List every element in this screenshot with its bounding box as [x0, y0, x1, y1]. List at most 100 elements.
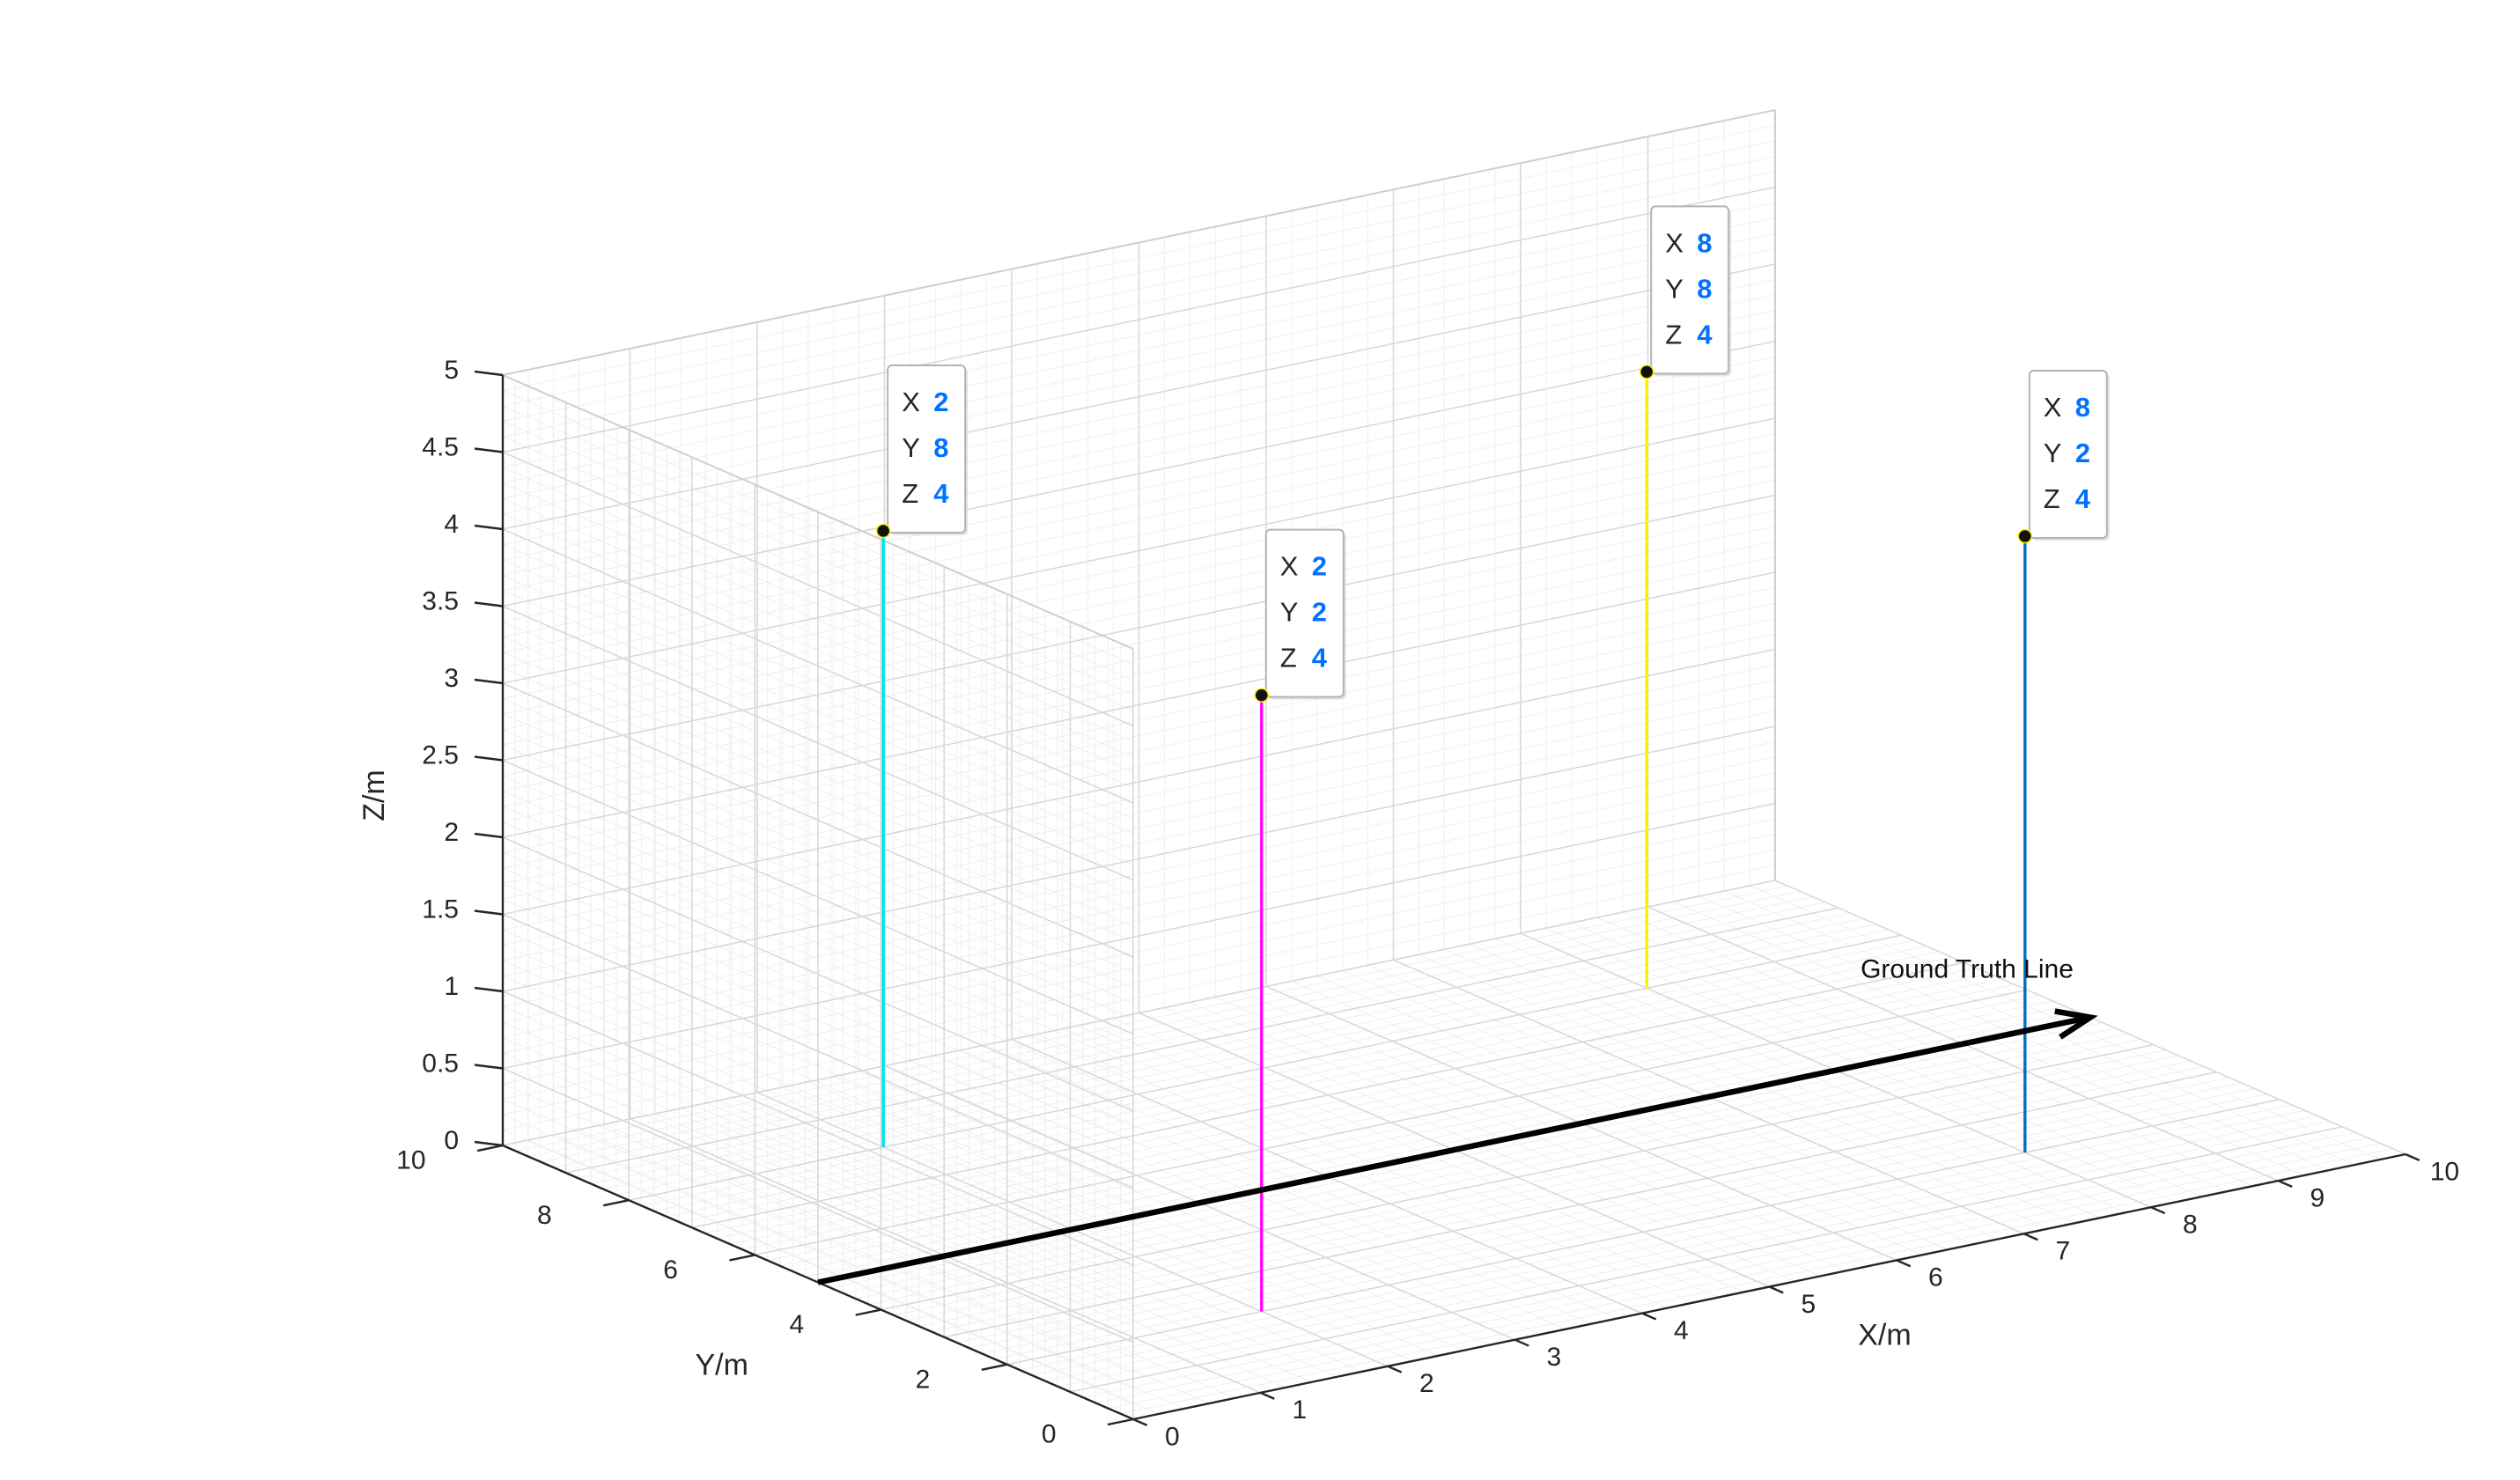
z-tick-label: 0.5: [422, 1049, 459, 1079]
datatip-box: [1264, 528, 1345, 698]
datatip-box: [887, 364, 967, 534]
datatip-2: X 2Y 2Z 4: [1254, 528, 1346, 703]
datatip-key: Y: [902, 432, 920, 463]
backwall-grid-z-major: [502, 417, 1776, 684]
datatip-value: 8: [2075, 392, 2090, 423]
x-tick-mark: [1641, 1312, 1657, 1321]
ground-truth-label: Ground Truth Line: [1861, 955, 2074, 984]
z-tick-mark: [474, 678, 504, 685]
x-tick-label: 9: [2310, 1183, 2325, 1212]
datatip-box: [1650, 205, 1730, 375]
y-tick-mark: [1107, 1417, 1134, 1426]
backwall-grid-z-major: [502, 725, 1776, 992]
z-tick-label: 2.5: [422, 741, 459, 770]
sidewall-grid-z-major: [502, 836, 1134, 1112]
x-tick-label: 3: [1547, 1343, 1562, 1372]
z-tick-label: 0: [444, 1126, 459, 1155]
datatip-marker: [1639, 364, 1654, 379]
x-tick-mark: [2278, 1179, 2293, 1189]
datatip-key: Z: [1280, 643, 1297, 674]
datatip-key: X: [1280, 551, 1299, 582]
z-tick-label: 4: [444, 510, 459, 539]
y-tick-label: 2: [916, 1365, 931, 1394]
x-tick-label: 6: [1928, 1263, 1943, 1292]
x-tick-label: 2: [1419, 1369, 1434, 1398]
backwall-grid-z-major: [502, 648, 1776, 916]
sidewall-grid-z-major: [502, 990, 1134, 1266]
sidewall-grid-z-major: [502, 1067, 1134, 1344]
y-tick-label: 10: [396, 1146, 425, 1175]
z-tick-label: 1.5: [422, 895, 459, 924]
datatip-key: Y: [2044, 438, 2062, 468]
backwall-grid-z-major: [502, 340, 1776, 607]
datatip-value: 2: [1312, 597, 1327, 628]
z-tick-label: 3.5: [422, 587, 459, 616]
x-tick-mark: [2023, 1233, 2038, 1241]
z-tick-label: 5: [444, 356, 459, 385]
y-tick-label: 4: [789, 1310, 804, 1339]
datatip-marker: [875, 523, 891, 539]
arrow-head: [2054, 1008, 2098, 1040]
datatip-key: Z: [902, 478, 918, 509]
sidewall-grid-z-major: [502, 759, 1134, 1035]
floor-grid-y-major: [1006, 1099, 2280, 1366]
sidewall-grid-z-major: [502, 528, 1134, 804]
backwall-grid-z-major: [502, 802, 1776, 1070]
z-tick-mark: [474, 1064, 504, 1070]
datatip-3: X 8Y 8Z 4: [1639, 205, 1732, 379]
datatip-value: 2: [1312, 551, 1327, 582]
floor-grid-y-major: [691, 961, 1964, 1229]
arrow-shaft: [817, 1015, 2088, 1285]
x-tick-mark: [1387, 1365, 1403, 1373]
datatip-marker: [1254, 688, 1270, 703]
datatip-value: 8: [1697, 273, 1712, 304]
ground-truth-arrow: Ground Truth Line: [817, 955, 2098, 1285]
backwall-grid-z-major: [502, 186, 1776, 453]
y-tick-mark: [603, 1199, 630, 1207]
datatip-box: [2028, 370, 2108, 539]
y-tick-mark: [855, 1308, 881, 1316]
y-axis-label: Y/m: [695, 1349, 748, 1382]
x-tick-label: 0: [1165, 1422, 1180, 1451]
x-tick-label: 5: [1802, 1290, 1816, 1319]
backwall-grid-z-major: [502, 263, 1776, 530]
datatip-4: X 8Y 2Z 4: [2017, 370, 2110, 544]
x-tick-label: 7: [2056, 1237, 2071, 1266]
z-tick-mark: [474, 755, 504, 762]
x-tick-mark: [2405, 1152, 2421, 1161]
y-tick-mark: [729, 1254, 755, 1262]
datatip-value: 8: [933, 432, 948, 463]
axes-layer: 0 1 2 3 4 5 6 7 8 9 10 0 2 4 6 8 10 0 0.5 1 1.5 2 2.5 3 3.5 4 4.5 5…: [357, 356, 2459, 1451]
x-tick-mark: [1769, 1285, 1784, 1294]
datatips-layer: X 2Y 8Z 4X 2Y 2Z 4X 8Y 8Z 4X 8Y 2Z 4: [875, 205, 2110, 703]
datatip-value: 4: [1312, 643, 1328, 674]
z-tick-mark: [474, 1140, 504, 1147]
z-tick-label: 4.5: [422, 433, 459, 462]
datatip-value: 2: [2075, 438, 2090, 468]
backwall-grid-z-major: [502, 880, 1776, 1146]
z-tick-label: 2: [444, 818, 459, 847]
datatip-value: 4: [2075, 483, 2091, 514]
z-tick-mark: [474, 447, 504, 453]
datatip-value: 4: [933, 478, 949, 509]
z-axis-label: Z/m: [357, 769, 391, 821]
y-tick-mark: [981, 1363, 1008, 1371]
box-edge-top-right: [502, 109, 1776, 376]
z-tick-mark: [474, 986, 504, 993]
floor-grid-y-major: [881, 1043, 2154, 1311]
x-tick-mark: [1132, 1417, 1148, 1426]
datatip-1: X 2Y 8Z 4: [875, 364, 969, 539]
box-edge-top-left: [502, 374, 1134, 650]
sidewall-grid-z-major: [502, 605, 1134, 881]
y-tick-label: 6: [663, 1255, 678, 1285]
floor-grid-y-major: [565, 907, 1838, 1174]
x-tick-mark: [2150, 1206, 2166, 1215]
z-tick-mark: [474, 370, 504, 377]
floor-grid-y-major: [944, 1071, 2217, 1338]
x-tick-label: 4: [1674, 1316, 1689, 1345]
datatip-key: Z: [2044, 483, 2060, 514]
floor-grid-y-major: [629, 934, 1902, 1201]
x-tick-mark: [1260, 1391, 1275, 1400]
datatip-value: 4: [1697, 319, 1713, 350]
